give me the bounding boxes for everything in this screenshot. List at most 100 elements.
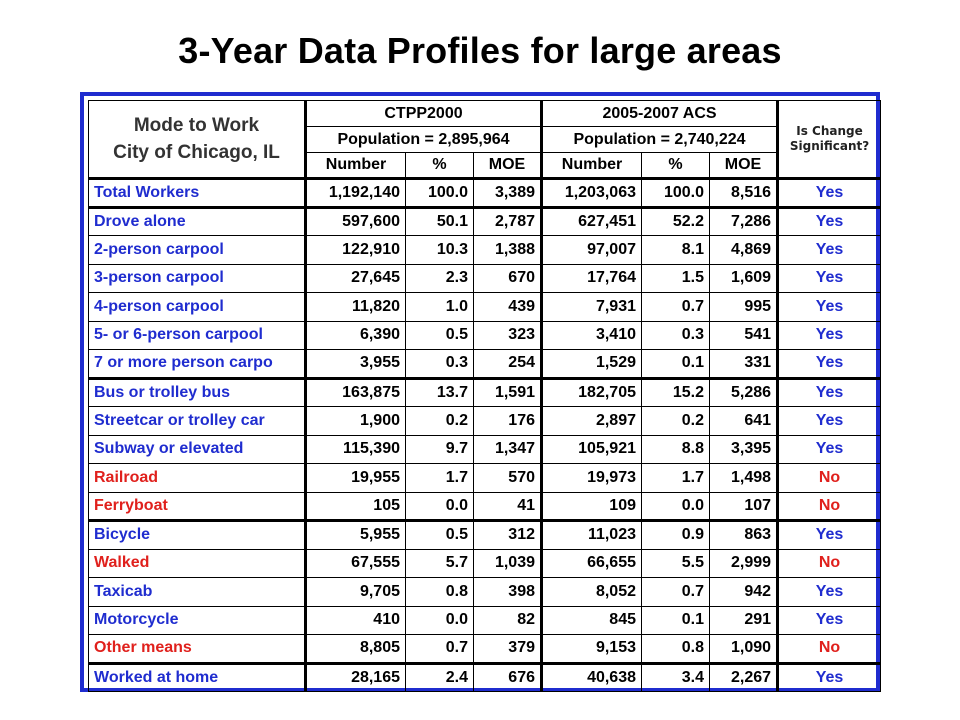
acs-percent-cell: 5.5: [641, 548, 710, 578]
ctpp-number-cell: 11,820: [305, 292, 406, 322]
ctpp-number-cell: 115,390: [305, 434, 406, 464]
acs-number-cell: 8,052: [540, 577, 642, 607]
acs-percent-cell: 3.4: [641, 661, 710, 692]
acs-moe-cell: 107: [708, 491, 779, 521]
ctpp-number-cell: 8,805: [305, 634, 406, 664]
ctpp-percent-cell: 0.5: [405, 320, 474, 350]
group-acs-header: 2005-2007 ACS: [539, 100, 779, 127]
ctpp-moe-cell: 1,347: [473, 434, 542, 464]
acs-percent-cell: 1.7: [641, 463, 710, 493]
significance-cell: Yes: [776, 235, 882, 265]
acs-moe-cell: 1,090: [708, 634, 779, 664]
acs-percent-cell: 0.8: [641, 634, 710, 664]
row-label: 5- or 6-person carpool: [88, 320, 307, 350]
significance-cell: Yes: [776, 263, 882, 293]
significance-header: Is Change Significant?: [776, 100, 882, 179]
acs-number-cell: 9,153: [540, 634, 642, 664]
significance-line2: Significant?: [789, 139, 870, 153]
table-row: Drove alone 597,600 50.1 2,787 627,451 5…: [88, 205, 882, 236]
ctpp-number-cell: 163,875: [305, 376, 406, 407]
table-title-line1: Mode to Work: [133, 115, 260, 136]
row-label: Bicycle: [88, 519, 307, 550]
ctpp-moe-cell: 254: [473, 349, 542, 379]
acs-percent-cell: 0.2: [641, 406, 710, 436]
ctpp-number-cell: 6,390: [305, 320, 406, 350]
significance-cell: Yes: [776, 376, 882, 407]
acs-percent-cell: 0.1: [641, 349, 710, 379]
ctpp-number-cell: 105: [305, 491, 406, 521]
table-row: Walked 67,555 5.7 1,039 66,655 5.5 2,999…: [88, 548, 882, 578]
acs-moe-cell: 641: [708, 406, 779, 436]
row-label: Bus or trolley bus: [88, 376, 307, 407]
acs-moe-cell: 1,498: [708, 463, 779, 493]
row-label: Worked at home: [88, 661, 307, 692]
row-label: 3-person carpool: [88, 263, 307, 293]
col-header-acs-number: Number: [540, 152, 642, 179]
acs-moe-cell: 331: [708, 349, 779, 379]
table-row: 2-person carpool 122,910 10.3 1,388 97,0…: [88, 235, 882, 265]
ctpp-percent-cell: 0.3: [405, 349, 474, 379]
ctpp-number-cell: 9,705: [305, 577, 406, 607]
significance-cell: Yes: [776, 320, 882, 350]
acs-number-cell: 66,655: [540, 548, 642, 578]
acs-number-cell: 7,931: [540, 292, 642, 322]
ctpp-percent-cell: 1.0: [405, 292, 474, 322]
table-body: Total Workers 1,192,140 100.0 3,389 1,20…: [88, 177, 882, 692]
acs-number-cell: 627,451: [540, 205, 642, 236]
acs-number-cell: 1,529: [540, 349, 642, 379]
ctpp-percent-cell: 0.0: [405, 605, 474, 635]
table-row: Streetcar or trolley car 1,900 0.2 176 2…: [88, 406, 882, 436]
ctpp-percent-cell: 0.8: [405, 577, 474, 607]
acs-number-cell: 97,007: [540, 235, 642, 265]
row-label: Walked: [88, 548, 307, 578]
table-row: Subway or elevated 115,390 9.7 1,347 105…: [88, 434, 882, 464]
ctpp-moe-cell: 570: [473, 463, 542, 493]
ctpp-moe-cell: 41: [473, 491, 542, 521]
table-row: 3-person carpool 27,645 2.3 670 17,764 1…: [88, 263, 882, 293]
acs-moe-cell: 863: [708, 519, 779, 550]
table-row: Ferryboat 105 0.0 41 109 0.0 107 No: [88, 491, 882, 521]
ctpp-percent-cell: 100.0: [405, 177, 474, 208]
table-row: Other means 8,805 0.7 379 9,153 0.8 1,09…: [88, 634, 882, 664]
ctpp-number-cell: 1,900: [305, 406, 406, 436]
acs-number-cell: 40,638: [540, 661, 642, 692]
ctpp-percent-cell: 1.7: [405, 463, 474, 493]
table-row: Total Workers 1,192,140 100.0 3,389 1,20…: [88, 177, 882, 208]
acs-percent-cell: 0.0: [641, 491, 710, 521]
acs-percent-cell: 52.2: [641, 205, 710, 236]
table-row: Motorcycle 410 0.0 82 845 0.1 291 Yes: [88, 605, 882, 635]
acs-moe-cell: 2,267: [708, 661, 779, 692]
acs-moe-cell: 5,286: [708, 376, 779, 407]
row-label: 7 or more person carpo: [88, 349, 307, 379]
table-frame: Mode to Work City of Chicago, IL CTPP200…: [80, 92, 882, 692]
row-label: 4-person carpool: [88, 292, 307, 322]
ctpp-percent-cell: 9.7: [405, 434, 474, 464]
ctpp-percent-cell: 50.1: [405, 205, 474, 236]
table-row: Bicycle 5,955 0.5 312 11,023 0.9 863 Yes: [88, 519, 882, 550]
acs-percent-cell: 0.9: [641, 519, 710, 550]
acs-percent-cell: 0.7: [641, 577, 710, 607]
row-label: Subway or elevated: [88, 434, 307, 464]
acs-number-cell: 1,203,063: [540, 177, 642, 208]
acs-percent-cell: 0.3: [641, 320, 710, 350]
ctpp-moe-cell: 670: [473, 263, 542, 293]
significance-cell: Yes: [776, 661, 882, 692]
ctpp-moe-cell: 676: [473, 661, 542, 692]
ctpp-moe-cell: 439: [473, 292, 542, 322]
table-row: Worked at home 28,165 2.4 676 40,638 3.4…: [88, 661, 882, 692]
table-row: 4-person carpool 11,820 1.0 439 7,931 0.…: [88, 292, 882, 322]
acs-percent-cell: 0.1: [641, 605, 710, 635]
acs-moe-cell: 7,286: [708, 205, 779, 236]
ctpp-moe-cell: 176: [473, 406, 542, 436]
ctpp-moe-cell: 1,591: [473, 376, 542, 407]
significance-cell: Yes: [776, 292, 882, 322]
table-row: Bus or trolley bus 163,875 13.7 1,591 18…: [88, 376, 882, 407]
table-title-line2: City of Chicago, IL: [113, 142, 280, 163]
significance-cell: Yes: [776, 605, 882, 635]
col-header-acs-moe: MOE: [708, 152, 779, 179]
ctpp-moe-cell: 3,389: [473, 177, 542, 208]
ctpp-percent-cell: 0.7: [405, 634, 474, 664]
ctpp-percent-cell: 0.5: [405, 519, 474, 550]
ctpp-percent-cell: 2.4: [405, 661, 474, 692]
acs-moe-cell: 1,609: [708, 263, 779, 293]
